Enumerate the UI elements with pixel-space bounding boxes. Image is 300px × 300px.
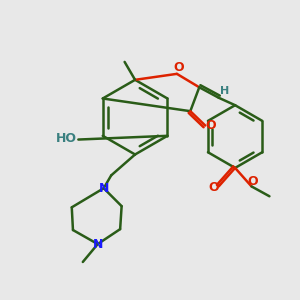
- Text: O: O: [205, 119, 216, 132]
- Text: N: N: [98, 182, 109, 195]
- Text: N: N: [93, 238, 103, 250]
- Text: HO: HO: [56, 132, 77, 145]
- Text: O: O: [173, 61, 184, 74]
- Text: H: H: [220, 86, 229, 96]
- Text: O: O: [248, 175, 258, 188]
- Text: O: O: [208, 182, 219, 194]
